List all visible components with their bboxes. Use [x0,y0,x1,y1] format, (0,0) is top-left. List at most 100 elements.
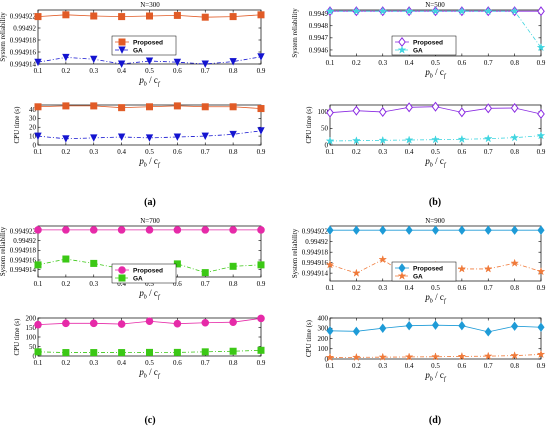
x-label-sep: / c [147,75,158,85]
data-point [145,57,154,65]
x-tick-label: 0.7 [201,148,210,156]
data-point [62,255,70,263]
data-point [90,55,98,64]
data-point [351,136,361,145]
x-axis-label: pb / cf [424,292,447,305]
data-point [457,6,467,15]
data-point [510,258,520,267]
data-point [145,317,154,326]
legend-marker [397,271,407,280]
data-point [90,349,98,357]
y-tick-label: 0.994914 [302,270,329,278]
data-point [325,136,335,145]
y-tick-label: 0.9947 [309,34,329,42]
series-ga [325,131,546,145]
data-point [378,352,388,361]
data-point [484,225,492,235]
data-point [229,130,237,139]
data-point [537,108,545,120]
panel-label: (a) [144,197,156,208]
legend-label: GA [133,47,143,54]
x-tick-label: 0.7 [484,148,493,156]
legend-marker [397,45,407,54]
data-point [405,320,413,331]
x-tick-label: 0.6 [458,59,467,67]
data-point [201,348,209,356]
data-point [173,133,182,141]
data-point [89,226,98,234]
x-label-sub: f [158,373,161,380]
y-tick-label: 0.994914 [10,60,37,68]
data-point [325,260,335,269]
y-tick-label: 0.9946 [309,46,329,54]
x-axis-label: pb / cf [424,370,447,383]
x-tick-label: 0.2 [352,148,361,156]
y-tick-label: 200 [26,314,37,322]
x-tick-label: 0.4 [405,284,414,292]
data-point [511,321,519,331]
data-point [483,134,493,143]
x-tick-label: 0.3 [89,359,98,367]
x-label-sub: b [430,299,433,305]
y-tick-label: 0.994922 [10,12,37,20]
x-label-sep: / c [147,288,158,298]
y-tick-label: 150 [26,324,37,332]
x-axis-label: pb / cf [424,156,447,169]
data-point [89,319,98,328]
panel-label: (b) [429,197,441,208]
y-tick-label: 0.994916 [10,256,37,264]
data-point [326,107,334,118]
x-tick-label: 0.1 [326,284,335,292]
data-point [537,322,545,332]
x-tick-label: 0.9 [537,59,546,67]
x-tick-label: 0.4 [117,67,126,75]
data-point [257,105,265,113]
data-point [201,13,209,21]
panel-1-subplot-1: 0.1 0.2 0.3 0.4 0.5 0.6 0.7 0.8 0.9 0 50 100 CPU tim… [305,101,546,169]
x-tick-label: 0.4 [117,148,126,156]
series-proposed [326,101,545,120]
x-label-sep: / c [433,370,444,380]
x-tick-label: 0.5 [431,148,440,156]
data-point [537,6,545,17]
y-tick-label: 100 [26,333,37,341]
y-tick-label: 20 [29,124,37,132]
x-axis-label: pb / cf [138,288,161,301]
legend-label: Proposed [413,265,443,272]
x-label-main: p [138,367,144,377]
data-point [229,226,237,234]
data-point [257,314,265,323]
data-point [201,269,209,277]
data-point [404,352,414,361]
y-tick-label: 400 [318,314,329,322]
data-point [483,351,493,360]
x-tick-label: 0.9 [257,67,266,75]
x-tick-label: 0.6 [173,148,182,156]
x-tick-label: 0.9 [537,148,546,156]
x-tick-label: 0.8 [510,59,519,67]
data-point [378,135,388,145]
x-label-sep: / c [433,67,444,77]
data-point [536,266,546,276]
x-tick-label: 0.6 [458,148,467,156]
data-point [325,6,335,15]
data-point [378,106,387,118]
x-label-sep: / c [147,367,158,377]
x-label-sub: b [430,163,433,169]
data-point [431,320,440,330]
data-point [229,262,237,270]
data-point [229,347,237,355]
chart-title: N=500 [425,1,445,9]
x-label-sub: f [444,73,447,80]
x-label-sub: b [144,295,147,301]
data-point [201,132,209,140]
x-tick-label: 0.1 [326,148,335,156]
y-tick-label: 0.994914 [10,266,37,274]
y-axis-label: CPU time (s) [305,319,313,357]
x-tick-label: 0.7 [201,67,210,75]
data-point [326,225,334,235]
data-point [483,6,493,15]
